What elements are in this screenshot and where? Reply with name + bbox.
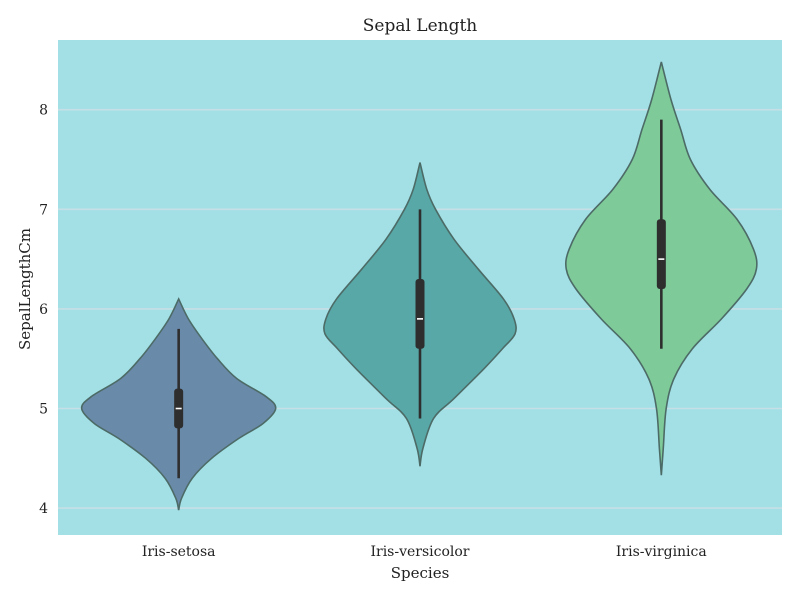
violin-iris-versicolor <box>323 162 517 467</box>
y-tick-label: 6 <box>39 302 48 318</box>
x-axis-ticks: Iris-setosa Iris-versicolor Iris-virginica <box>142 544 707 560</box>
y-tick-label: 5 <box>39 402 48 418</box>
x-tick-label: Iris-versicolor <box>370 544 469 560</box>
x-axis-label: Species <box>391 564 450 582</box>
violin-iris-setosa <box>80 297 277 511</box>
violin-iqr-box <box>415 279 425 349</box>
violin-iqr-box <box>656 219 666 289</box>
violins <box>80 61 758 511</box>
violin-iris-virginica <box>564 61 758 476</box>
x-tick-label: Iris-virginica <box>616 544 707 560</box>
x-tick-label: Iris-setosa <box>142 544 216 560</box>
y-tick-label: 7 <box>39 202 48 218</box>
y-axis-label: SepalLengthCm <box>16 228 34 350</box>
y-tick-label: 4 <box>39 501 48 517</box>
y-axis-ticks: 4 5 6 7 8 <box>39 103 48 517</box>
chart-title: Sepal Length <box>363 16 478 36</box>
y-tick-label: 8 <box>39 103 48 119</box>
